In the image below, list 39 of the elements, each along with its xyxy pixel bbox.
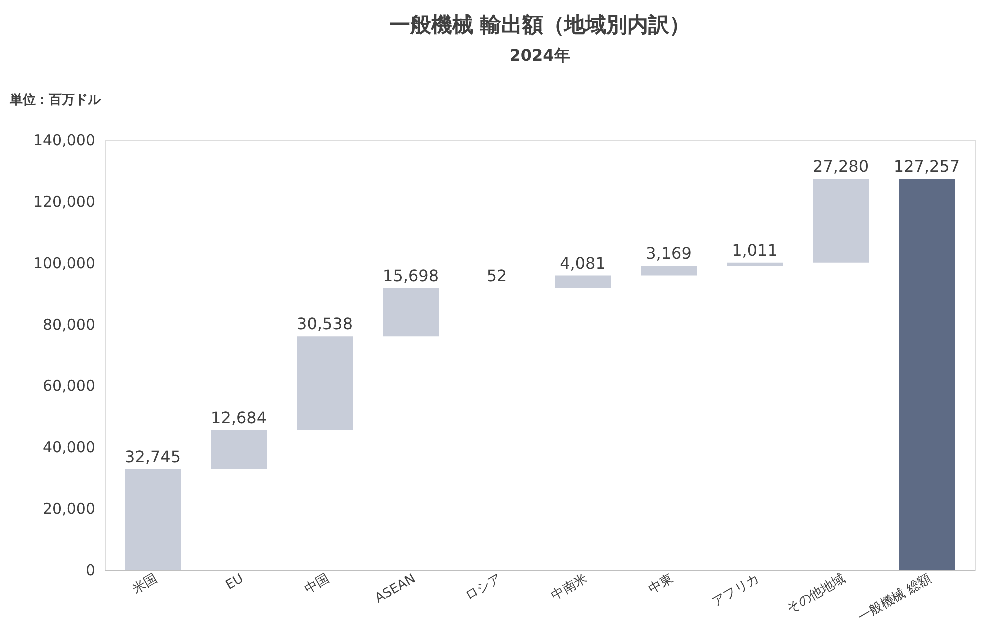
data-label: 30,538	[297, 314, 353, 334]
y-tick-label: 140,000	[33, 132, 96, 150]
data-label: 52	[486, 266, 508, 286]
x-tick-label: その他地域	[784, 572, 848, 618]
bar	[297, 336, 353, 430]
data-label: 32,745	[125, 447, 181, 466]
bar	[641, 266, 697, 276]
bar	[211, 430, 267, 470]
y-tick-label: 120,000	[33, 192, 96, 211]
y-tick-label: 80,000	[43, 316, 96, 334]
x-tick-label: ロシア	[463, 572, 504, 604]
y-tick-label: 60,000	[43, 377, 96, 396]
x-tick-label: 中国	[302, 572, 332, 598]
bar	[555, 276, 611, 288]
text: 単位：百万ドル	[9, 93, 102, 108]
data-label: 12,684	[211, 408, 267, 428]
x-tick-label: 米国	[130, 572, 160, 598]
y-tick-label: 20,000	[43, 500, 96, 518]
x-tick-label: 中東	[646, 572, 676, 598]
y-tick-label: 0	[86, 562, 96, 580]
x-tick-label: アフリカ	[710, 572, 762, 611]
data-label: 3,169	[646, 244, 692, 264]
chart-subtitle: 2024年	[510, 46, 570, 65]
chart-title: 一般機械 輸出額（地域別内訳）	[389, 13, 691, 37]
x-tick-label: 一般機械 総額	[856, 572, 934, 626]
data-label: 4,081	[560, 254, 606, 273]
data-label: 127,257	[894, 157, 960, 176]
x-tick-label: 中南米	[549, 572, 590, 604]
data-label: 1,011	[732, 240, 778, 260]
bar	[125, 469, 181, 570]
data-label: 15,698	[383, 266, 439, 286]
bar	[813, 179, 869, 263]
bar	[383, 288, 439, 337]
y-tick-label: 40,000	[43, 438, 96, 457]
data-label: 27,280	[813, 157, 869, 176]
x-tick-label: EU	[224, 572, 246, 594]
bar	[899, 179, 955, 570]
y-tick-label: 100,000	[33, 254, 96, 272]
bar	[727, 262, 783, 266]
